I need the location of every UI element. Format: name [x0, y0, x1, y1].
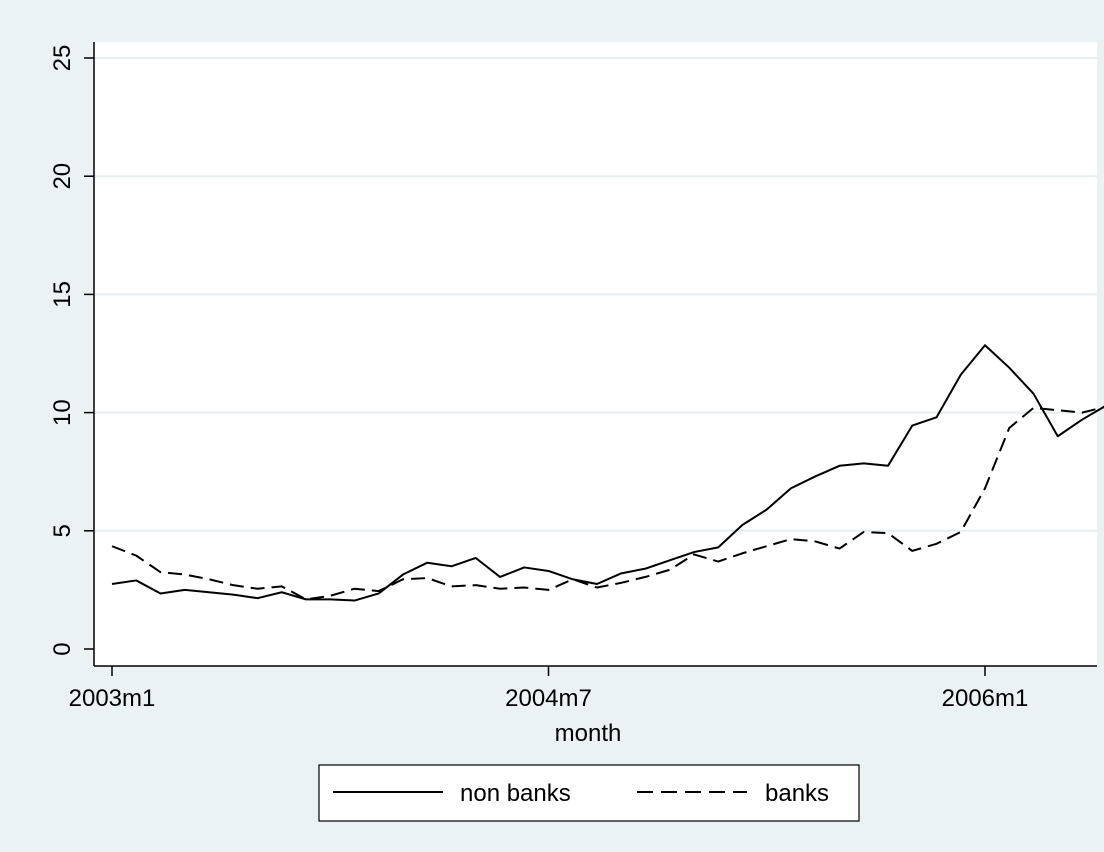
y-tick-label: 15: [49, 281, 76, 308]
series-line-non-banks: [111, 344, 1104, 602]
series-line-banks: [111, 406, 1104, 601]
x-axis-label: month: [555, 720, 622, 747]
grid-lines: [94, 57, 1097, 532]
x-tick-label: 2004m7: [505, 685, 592, 712]
y-tick-label: 20: [49, 163, 76, 190]
plot-area: [94, 42, 1097, 666]
y-tick-label: 5: [49, 524, 76, 537]
y-tick-label: 10: [49, 399, 76, 426]
legend: non banks banks: [333, 780, 829, 807]
x-tick-label: 2003m1: [69, 685, 156, 712]
series-lines: [111, 344, 1104, 602]
legend-label-banks: banks: [765, 780, 829, 807]
legend-label-non-banks: non banks: [460, 780, 571, 807]
axes: 05101520252003m12004m72006m12007m7: [49, 42, 1097, 712]
y-tick-label: 0: [49, 642, 76, 655]
y-tick-label: 25: [49, 45, 76, 72]
x-tick-label: 2006m1: [942, 685, 1029, 712]
